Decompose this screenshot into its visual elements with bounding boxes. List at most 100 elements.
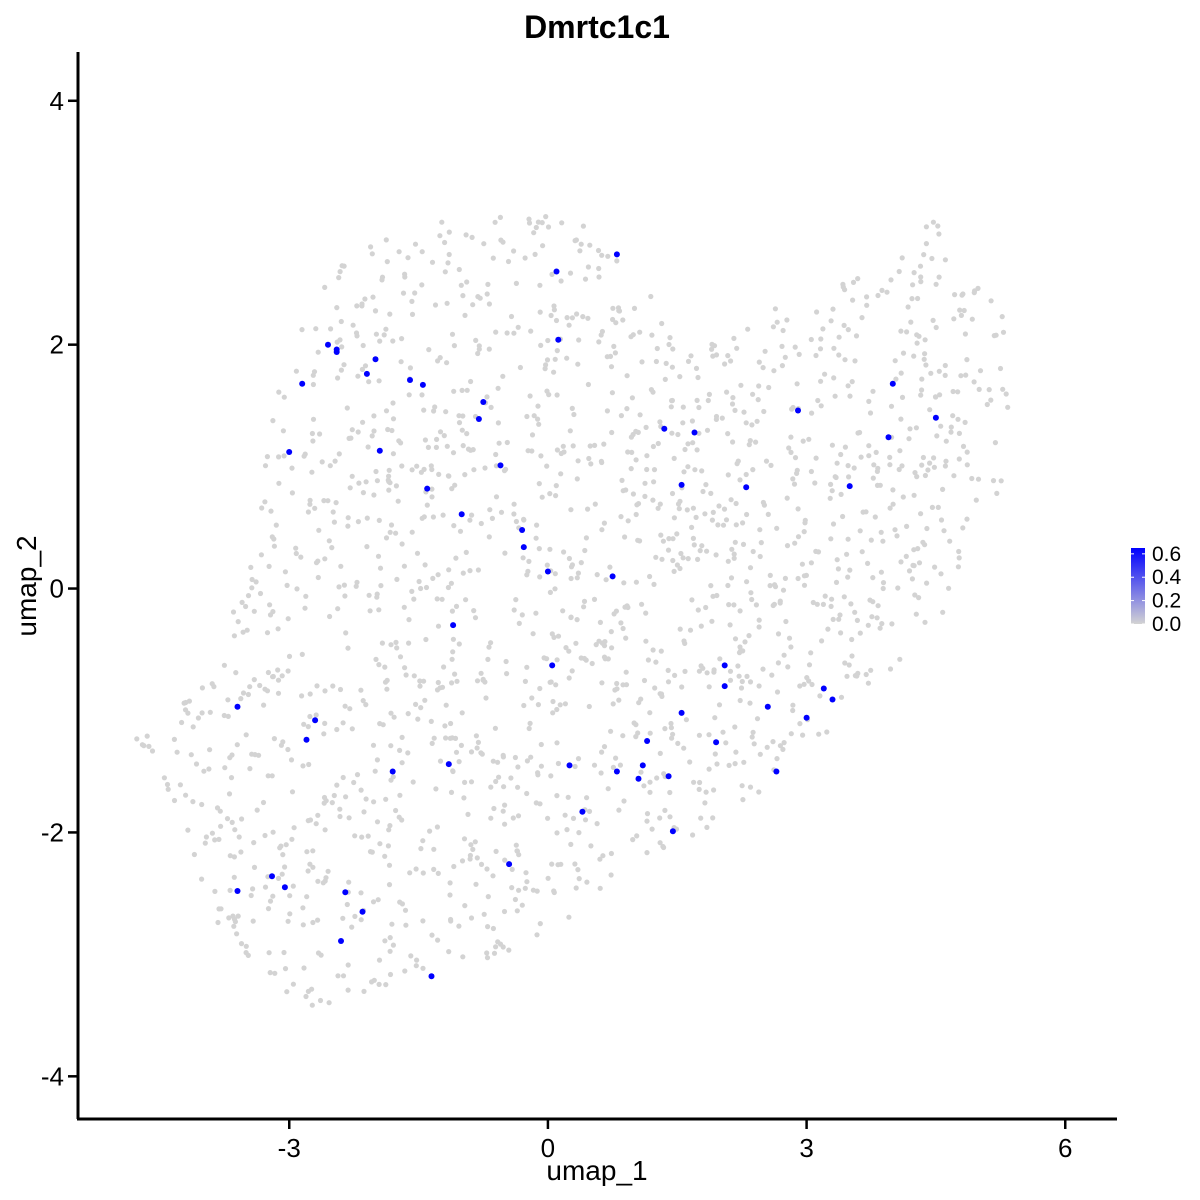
cell-point — [690, 505, 697, 511]
cell-point — [635, 537, 641, 543]
cell-point — [441, 433, 447, 439]
cell-point — [943, 438, 949, 444]
cell-point — [388, 710, 394, 716]
cell-point — [238, 941, 245, 947]
cell-point — [265, 773, 271, 779]
cell-point — [934, 433, 940, 439]
cell-point — [481, 911, 487, 917]
cell-point — [916, 560, 923, 566]
cell-point — [696, 786, 702, 793]
cell-point — [393, 639, 399, 646]
cell-point — [270, 418, 276, 424]
cell-point — [783, 618, 789, 625]
cell-point — [177, 782, 183, 788]
cell-point — [747, 679, 754, 685]
cell-point — [757, 751, 763, 757]
cell-point — [603, 577, 609, 583]
cell-point — [810, 599, 816, 606]
cell-point — [657, 419, 663, 425]
cell-point — [866, 398, 872, 404]
cell-point — [456, 420, 463, 426]
cell-point — [1000, 386, 1006, 392]
cell-point — [325, 868, 331, 874]
cell-point — [522, 255, 528, 261]
cell-point — [287, 911, 293, 917]
cell-point — [471, 608, 477, 614]
cell-point — [490, 255, 496, 261]
cell-point — [209, 830, 215, 836]
cell-point — [747, 784, 754, 790]
cell-point — [809, 410, 815, 416]
cell-point — [937, 392, 943, 398]
expressing-cell-point — [506, 861, 513, 868]
cell-point — [506, 947, 512, 953]
cell-point — [920, 539, 926, 545]
cell-point — [963, 372, 969, 378]
cell-point — [918, 511, 924, 517]
expressing-cell-point — [846, 483, 853, 490]
cell-point — [493, 848, 499, 855]
cell-point — [526, 216, 532, 222]
cell-point — [628, 334, 634, 340]
cell-point — [271, 543, 277, 549]
cell-point — [449, 486, 455, 492]
cell-point — [358, 917, 364, 923]
cell-point — [271, 736, 277, 742]
cell-point — [537, 574, 543, 580]
cell-point — [245, 952, 251, 959]
cell-point — [801, 681, 807, 687]
cell-point — [212, 837, 218, 843]
x-tick-label: 0 — [541, 1133, 555, 1163]
cell-point — [743, 471, 749, 478]
cell-point — [952, 292, 958, 298]
cell-point — [410, 779, 416, 785]
cell-point — [706, 732, 712, 738]
cell-point — [942, 463, 949, 469]
cell-point — [420, 838, 426, 844]
expressing-cell-point — [424, 485, 431, 492]
cell-point — [486, 644, 492, 650]
cell-point — [905, 304, 911, 310]
cell-point — [275, 626, 281, 632]
cell-point — [412, 241, 419, 247]
cell-point — [749, 596, 755, 603]
cell-point — [287, 893, 293, 899]
cell-point — [595, 247, 602, 254]
cell-point — [572, 763, 578, 770]
cell-point — [898, 370, 904, 376]
cell-point — [693, 514, 699, 521]
cell-point — [859, 549, 865, 555]
cell-point — [451, 863, 457, 870]
cell-point — [240, 629, 246, 635]
cell-point — [207, 747, 213, 753]
cell-point — [495, 385, 501, 391]
cell-point — [304, 894, 310, 900]
cell-point — [912, 592, 918, 598]
cell-point — [695, 556, 701, 563]
cell-point — [566, 648, 572, 654]
cell-point — [326, 538, 332, 544]
cell-point — [396, 438, 402, 444]
cell-point — [402, 274, 408, 280]
cell-point — [620, 317, 626, 323]
cell-point — [674, 531, 680, 537]
cell-point — [456, 266, 462, 273]
cell-point — [657, 750, 663, 757]
cell-point — [206, 766, 212, 772]
cell-point — [301, 453, 307, 459]
cell-point — [262, 463, 269, 469]
cell-point — [134, 736, 140, 742]
cell-point — [269, 773, 275, 779]
cell-point — [580, 223, 587, 229]
cell-point — [537, 921, 543, 927]
cell-point — [310, 438, 316, 444]
cell-point — [273, 522, 279, 528]
cell-point — [431, 735, 437, 741]
cell-point — [289, 789, 296, 795]
y-tick-label: 0 — [50, 574, 64, 604]
cell-point — [731, 555, 737, 561]
cell-point — [245, 593, 252, 599]
cell-point — [490, 873, 496, 879]
cell-point — [568, 614, 574, 621]
cell-point — [731, 602, 737, 608]
